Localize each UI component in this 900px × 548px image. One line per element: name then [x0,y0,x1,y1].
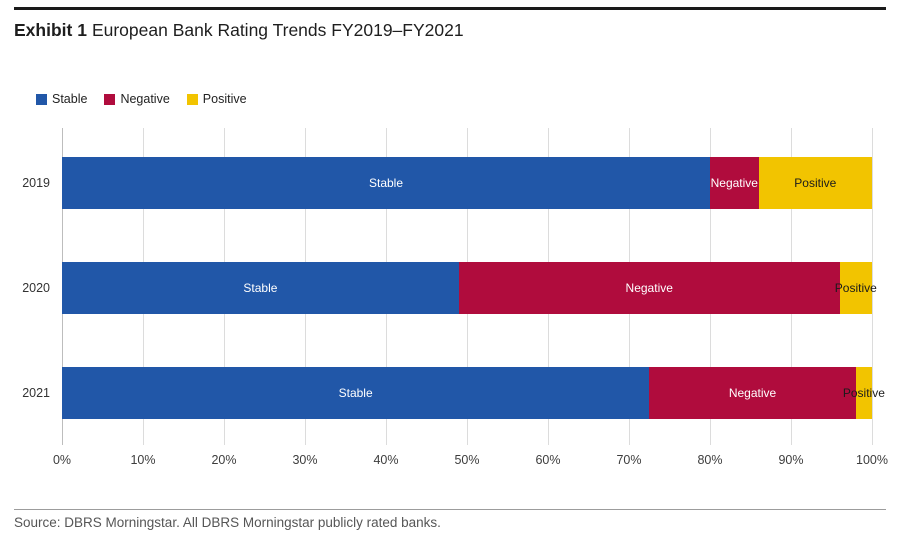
bar-segment-2021-negative: Negative [649,367,856,419]
x-tick-label: 40% [373,453,399,467]
legend-label: Stable [52,92,88,106]
bar-segment-label: Negative [710,176,758,190]
gridline-100% [871,128,873,445]
legend-label: Positive [202,92,247,106]
bar-segment-2019-stable: Stable [62,157,710,209]
x-tick-label: 50% [454,453,480,467]
x-tick-label: 20% [211,453,237,467]
x-tick-label: 90% [778,453,804,467]
bar-segment-2020-negative: Negative [458,262,840,314]
bar-segment-2019-positive: Positive [758,157,872,209]
bar-segment-label: Positive [834,281,877,295]
page-title: Exhibit 1 European Bank Rating Trends FY2… [14,20,464,41]
legend-item-positive: Positive [186,92,247,106]
chart-legend: Stable Negative Positive [36,92,247,106]
bar-row-2020: Stable Negative Positive [62,262,877,314]
bar-segment-2021-stable: Stable [62,367,650,419]
bar-segment-2020-positive: Positive [835,262,877,314]
plot-area: 0% 10% 20% 30% 40% 50% 60% 70% 80% 90% 100% 2019 Sta… [22,128,888,467]
legend-item-stable: Stable [36,92,87,106]
bar-segment-label: Negative [625,281,673,295]
x-tick-label: 60% [535,453,561,467]
legend-swatch-icon [186,93,198,105]
exhibit-label: Exhibit 1 [14,20,87,40]
bar-segment-label: Positive [842,386,885,400]
year-label-2019: 2019 [22,176,50,190]
x-tick-label: 30% [292,453,318,467]
footer-rule [14,509,886,510]
x-tick-label: 10% [130,453,156,467]
bar-segment-label: Stable [338,386,373,400]
bar-segment-label: Positive [794,176,837,190]
x-tick-label: 70% [616,453,642,467]
bar-row-2019: Stable Negative Positive [62,157,872,209]
source-text: Source: DBRS Morningstar. All DBRS Morni… [14,515,441,530]
legend-item-negative: Negative [104,92,170,106]
legend-label: Negative [120,92,170,106]
year-label-2021: 2021 [22,386,50,400]
legend-swatch-icon [36,93,47,105]
x-tick-label: 0% [52,453,72,467]
bar-segment-2020-stable: Stable [62,262,459,314]
legend-swatch-icon [104,93,116,105]
top-rule [14,7,886,10]
bar-row-2021: Stable Negative Positive [62,367,885,419]
bar-segment-2019-negative: Negative [710,157,759,209]
bar-segment-label: Stable [243,281,278,295]
year-label-2020: 2020 [22,281,50,295]
bar-segment-label: Stable [368,176,404,190]
x-tick-label: 100% [856,453,888,467]
title-text: European Bank Rating Trends FY2019–FY202… [91,20,464,40]
bar-segment-label: Negative [728,386,777,400]
x-tick-label: 80% [697,453,723,467]
bar-segment-2021-positive: Positive [843,367,885,419]
